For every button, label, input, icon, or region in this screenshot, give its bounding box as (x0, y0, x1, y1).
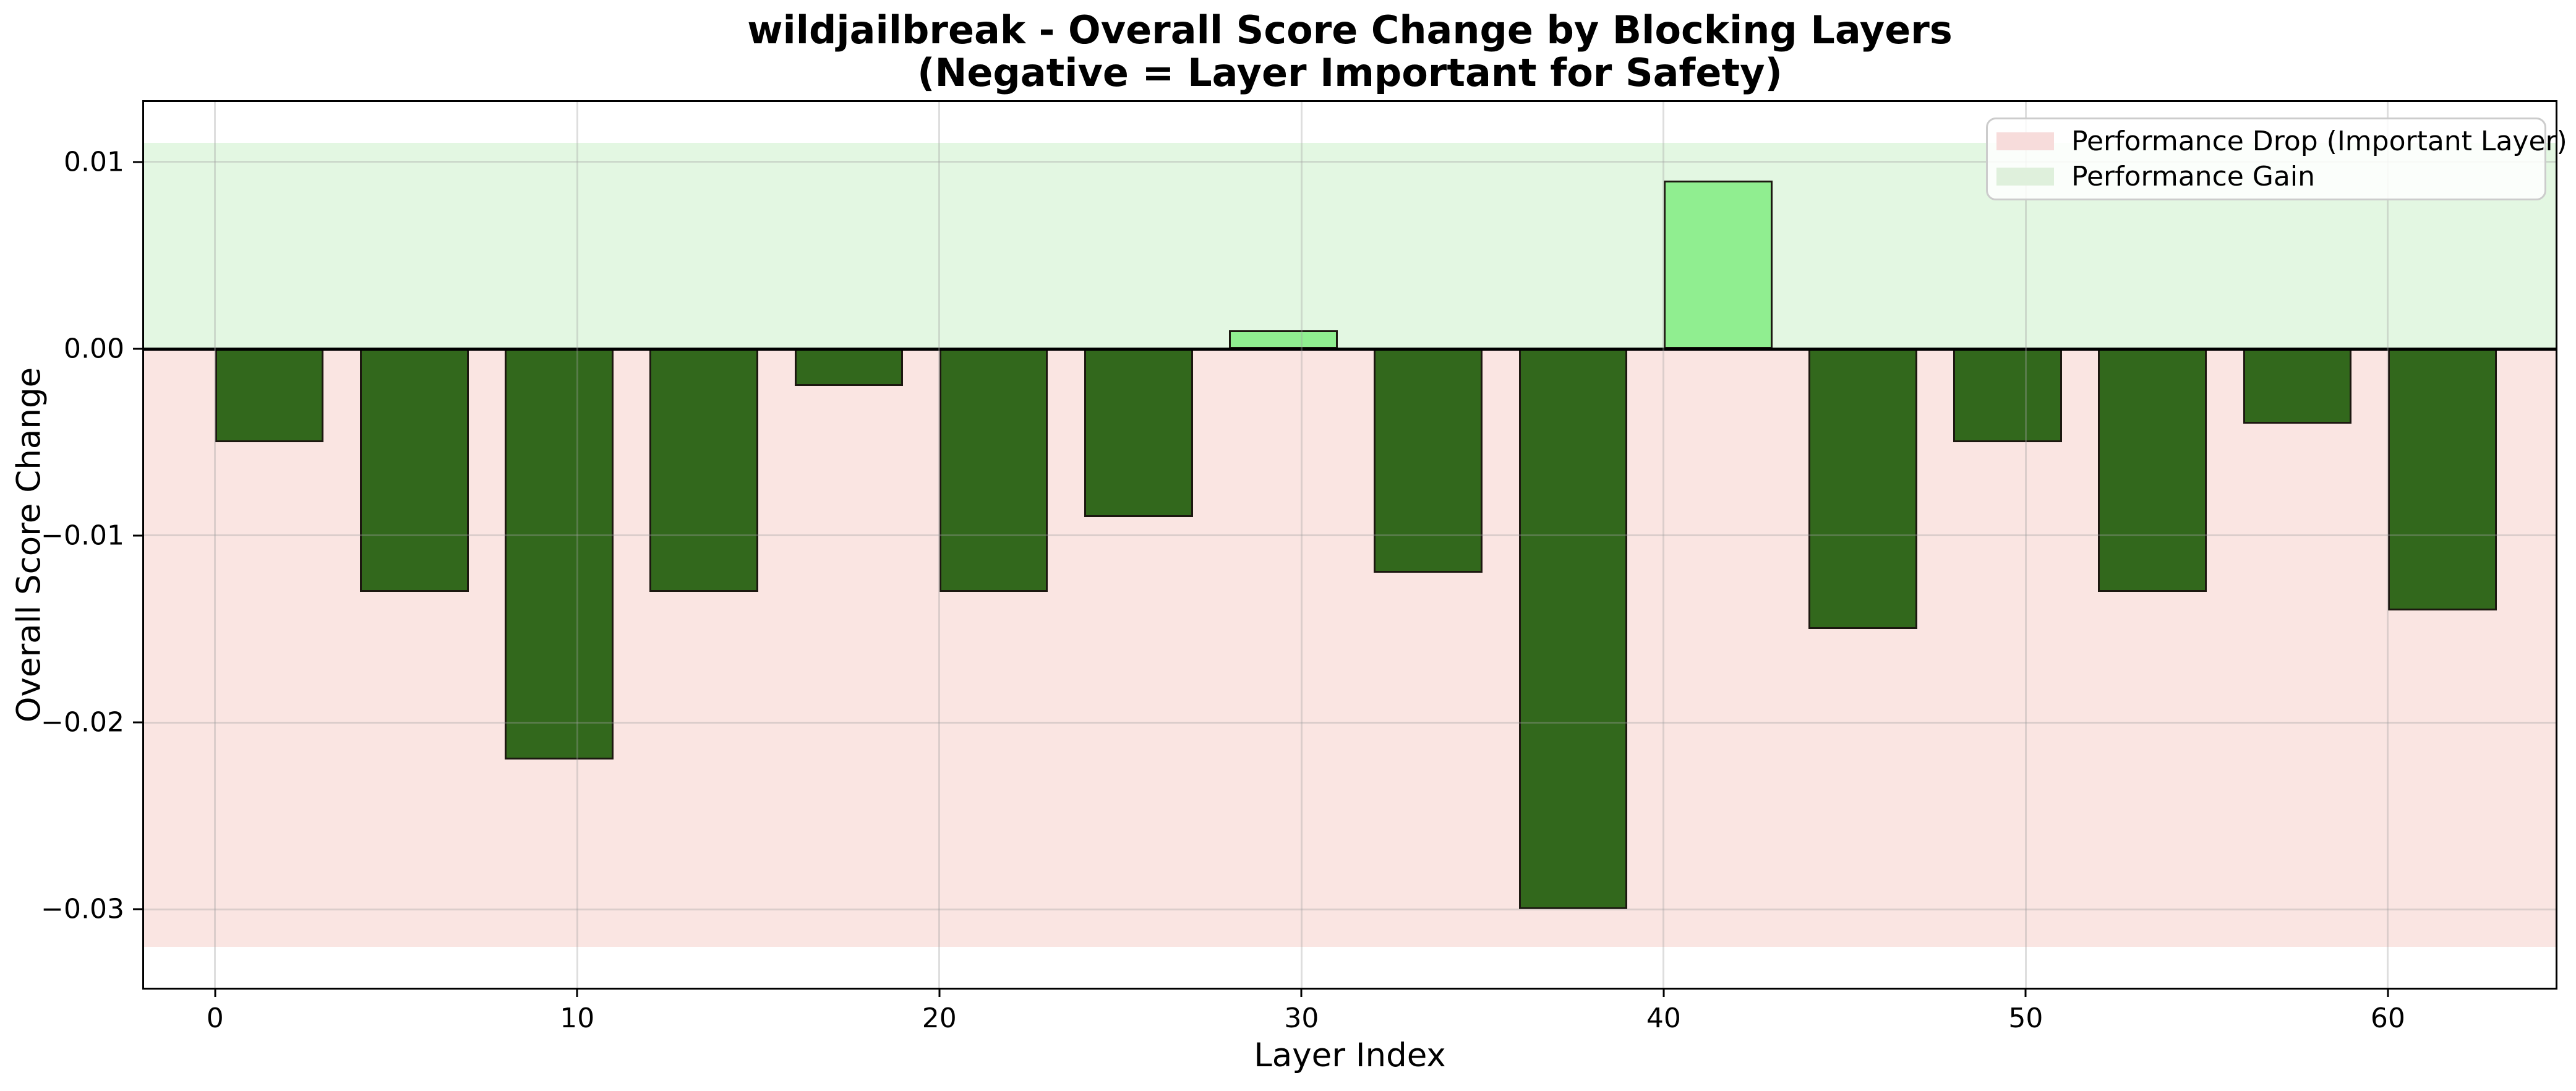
gridline-x-20 (938, 102, 941, 988)
gridline-y--0.01 (144, 534, 2556, 537)
x-tick-mark-60 (2387, 988, 2389, 997)
x-tick-label-40: 40 (1646, 1003, 1681, 1034)
gridline-x-0 (214, 102, 216, 988)
x-tick-label-60: 60 (2370, 1003, 2405, 1034)
y-tick-mark-0 (133, 348, 142, 350)
bar-layer-0 (215, 348, 324, 442)
legend-label: Performance Drop (Important Layer) (2071, 126, 2567, 157)
legend-row-performance-gain: Performance Gain (1996, 161, 2536, 192)
y-tick-label--0.03: −0.03 (41, 893, 124, 925)
x-tick-label-50: 50 (2008, 1003, 2043, 1034)
gridline-x-40 (1662, 102, 1665, 988)
bar-layer-36 (1518, 348, 1628, 910)
y-tick-mark--0.01 (133, 534, 142, 537)
bar-layer-12 (649, 348, 759, 592)
bar-layer-8 (505, 348, 614, 760)
gridline-x-30 (1300, 102, 1303, 988)
y-tick-mark--0.02 (133, 721, 142, 724)
bar-layer-56 (2243, 348, 2352, 424)
y-tick-label-0: 0.00 (64, 333, 124, 365)
performance-drop-swatch (1996, 132, 2054, 150)
bar-layer-20 (939, 348, 1048, 592)
bar-layer-4 (359, 348, 469, 592)
zero-line (144, 347, 2556, 351)
legend-row-performance-drop: Performance Drop (Important Layer) (1996, 126, 2567, 157)
chart-title: wildjailbreak - Overall Score Change by … (747, 7, 1953, 96)
bar-layer-24 (1084, 348, 1193, 517)
y-tick-mark-0.01 (133, 161, 142, 163)
gridline-x-60 (2387, 102, 2389, 988)
x-tick-label-10: 10 (560, 1003, 595, 1034)
x-tick-mark-30 (1300, 988, 1303, 997)
bar-layer-60 (2387, 348, 2497, 610)
x-tick-mark-10 (576, 988, 578, 997)
x-tick-mark-20 (938, 988, 941, 997)
performance-gain-swatch (1996, 168, 2054, 186)
x-tick-label-20: 20 (922, 1003, 957, 1034)
bar-layer-48 (1953, 348, 2062, 442)
legend-label: Performance Gain (2071, 161, 2315, 192)
y-tick-label-0.01: 0.01 (64, 146, 124, 178)
bar-layer-52 (2098, 348, 2207, 592)
x-tick-mark-0 (214, 988, 216, 997)
gridline-x-50 (2024, 102, 2027, 988)
gridline-y--0.03 (144, 908, 2556, 910)
x-axis-label: Layer Index (1254, 1037, 1446, 1074)
x-tick-mark-40 (1662, 988, 1665, 997)
y-tick-mark--0.03 (133, 908, 142, 910)
x-tick-mark-50 (2024, 988, 2027, 997)
y-tick-label--0.02: −0.02 (41, 706, 124, 738)
legend: Performance Drop (Important Layer) Perfo… (1986, 118, 2567, 200)
x-tick-label-30: 30 (1284, 1003, 1319, 1034)
plot-area: Performance Drop (Important Layer) Perfo… (41, 100, 2567, 1034)
bar-layer-32 (1374, 348, 1483, 573)
gridline-y-0.01 (144, 161, 2556, 163)
bar-layer-40 (1663, 180, 1773, 349)
bar-layer-28 (1229, 330, 1338, 349)
y-axis-label: Overall Score Change (10, 367, 48, 723)
bar-layer-16 (794, 348, 904, 387)
gridline-x-10 (576, 102, 578, 988)
y-tick-label--0.01: −0.01 (41, 520, 124, 552)
gridline-y--0.02 (144, 721, 2556, 724)
bar-layer-44 (1808, 348, 1917, 629)
x-tick-label-0: 0 (206, 1003, 224, 1034)
